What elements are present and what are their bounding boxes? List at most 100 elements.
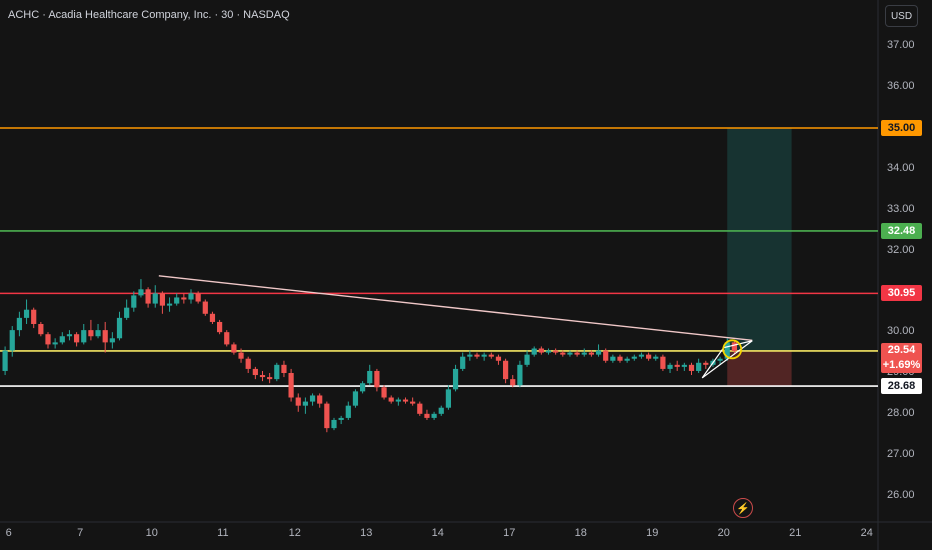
candle-body <box>102 330 108 343</box>
candle-body <box>481 354 487 357</box>
price-badge-29.54: 29.54 +1.69% <box>881 342 922 373</box>
candle-body <box>517 364 523 386</box>
price-badge-30.95: 30.95 <box>881 285 922 302</box>
y-tick-label: 37.00 <box>887 39 915 52</box>
candle-body <box>360 383 366 392</box>
candle-body <box>281 364 287 373</box>
lightning-icon[interactable]: ⚡ <box>733 498 753 518</box>
candle-body <box>374 370 380 388</box>
candle-body <box>267 377 273 380</box>
price-badge-35.00: 35.00 <box>881 120 922 136</box>
x-tick-label: 21 <box>789 527 802 539</box>
candle-body <box>324 403 330 429</box>
x-tick-label: 13 <box>360 527 373 539</box>
candle-body <box>74 334 80 343</box>
candle-body <box>588 352 594 355</box>
x-tick-label: 6 <box>5 527 12 539</box>
candle-body <box>31 309 37 324</box>
candle-body <box>431 413 437 418</box>
candle-body <box>417 403 423 414</box>
candle-body <box>181 297 187 300</box>
candle-body <box>424 413 430 418</box>
highlight-circle <box>722 339 743 360</box>
candle-body <box>367 370 373 384</box>
x-tick-label: 7 <box>77 527 84 539</box>
candle-body <box>553 350 559 353</box>
candle-body <box>681 364 687 367</box>
candle-body <box>309 395 316 402</box>
candle-body <box>696 362 702 371</box>
y-tick-label: 36.00 <box>887 80 915 93</box>
candle-body <box>195 293 201 302</box>
candle-body <box>116 317 123 339</box>
candle-body <box>703 362 709 365</box>
y-tick-label: 34.00 <box>887 161 915 174</box>
candle-body <box>388 397 394 402</box>
candle-body <box>81 330 87 343</box>
candle-body <box>331 419 337 429</box>
candle-body <box>317 395 323 404</box>
y-tick-label: 32.00 <box>887 243 915 256</box>
candle-body <box>595 350 602 355</box>
candle-body <box>688 364 695 371</box>
candle-body <box>23 309 30 318</box>
profit-zone <box>727 128 792 351</box>
x-tick-label: 10 <box>145 527 158 539</box>
symbol-title: ACHC · Acadia Healthcare Company, Inc. ·… <box>8 9 290 21</box>
candle-body <box>538 348 544 353</box>
candle-body <box>188 293 194 300</box>
candle-body <box>131 295 137 308</box>
candle-body <box>145 289 151 304</box>
candle-body <box>667 364 673 369</box>
candle-body <box>510 379 516 386</box>
candle-body <box>567 352 573 355</box>
candle-body <box>724 342 730 359</box>
candle-body <box>288 373 294 398</box>
y-tick-label: 30.00 <box>887 325 915 338</box>
candle-body <box>717 358 723 361</box>
candle-body <box>438 407 444 414</box>
candle-body <box>202 301 208 314</box>
candle-body <box>402 399 409 402</box>
candle-body <box>603 350 609 361</box>
candle-body <box>16 317 22 331</box>
x-tick-label: 11 <box>217 527 229 539</box>
candle-body <box>574 352 580 355</box>
candle-body <box>252 368 258 376</box>
candle-body <box>646 354 652 359</box>
candle-body <box>460 356 466 369</box>
candle-body <box>59 336 65 343</box>
candle-body <box>45 334 51 345</box>
candle-body <box>217 321 223 333</box>
candle-body <box>653 356 659 359</box>
x-tick-label: 24 <box>860 527 873 539</box>
candle-body <box>410 401 416 404</box>
candle-body <box>352 391 359 406</box>
candle-body <box>731 342 737 351</box>
candle-body <box>245 358 251 369</box>
triangle-pattern <box>701 340 753 379</box>
x-tick-label: 12 <box>288 527 301 539</box>
candle-body <box>560 352 566 355</box>
candle-body <box>381 387 387 398</box>
candle-body <box>302 401 308 406</box>
candle-body <box>488 354 494 357</box>
candle-body <box>152 293 158 304</box>
candle-body <box>88 330 94 337</box>
candle-body <box>545 350 552 353</box>
candle-body <box>295 397 301 406</box>
candle-body <box>338 417 344 420</box>
y-tick-label: 28.00 <box>887 406 915 419</box>
candle-body <box>138 289 144 296</box>
candle-body <box>274 364 280 380</box>
candle-body <box>674 364 680 367</box>
x-tick-label: 14 <box>431 527 444 539</box>
candle-body <box>495 356 502 361</box>
currency-badge[interactable]: USD <box>885 5 918 27</box>
candle-body <box>159 293 165 306</box>
price-badge-32.48: 32.48 <box>881 222 922 239</box>
y-tick-label: 27.00 <box>887 447 915 460</box>
candle-body <box>124 307 130 318</box>
trend-line <box>158 275 753 342</box>
